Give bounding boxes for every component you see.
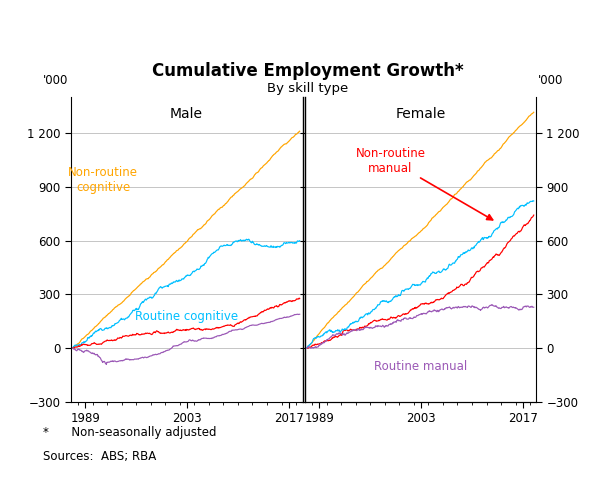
Text: Routine manual: Routine manual — [374, 360, 467, 373]
Text: *      Non-seasonally adjusted: * Non-seasonally adjusted — [43, 426, 217, 439]
Text: Female: Female — [395, 107, 445, 120]
Text: '000: '000 — [538, 74, 564, 87]
Text: Male: Male — [170, 107, 203, 120]
Text: Cumulative Employment Growth*: Cumulative Employment Growth* — [152, 62, 464, 80]
Text: '000: '000 — [43, 74, 68, 87]
Text: Non-routine
cognitive: Non-routine cognitive — [68, 166, 138, 193]
Text: By skill type: By skill type — [267, 82, 349, 95]
Text: Sources:  ABS; RBA: Sources: ABS; RBA — [43, 450, 156, 464]
Text: Non-routine
manual: Non-routine manual — [355, 148, 426, 175]
Text: Routine cognitive: Routine cognitive — [135, 310, 238, 323]
